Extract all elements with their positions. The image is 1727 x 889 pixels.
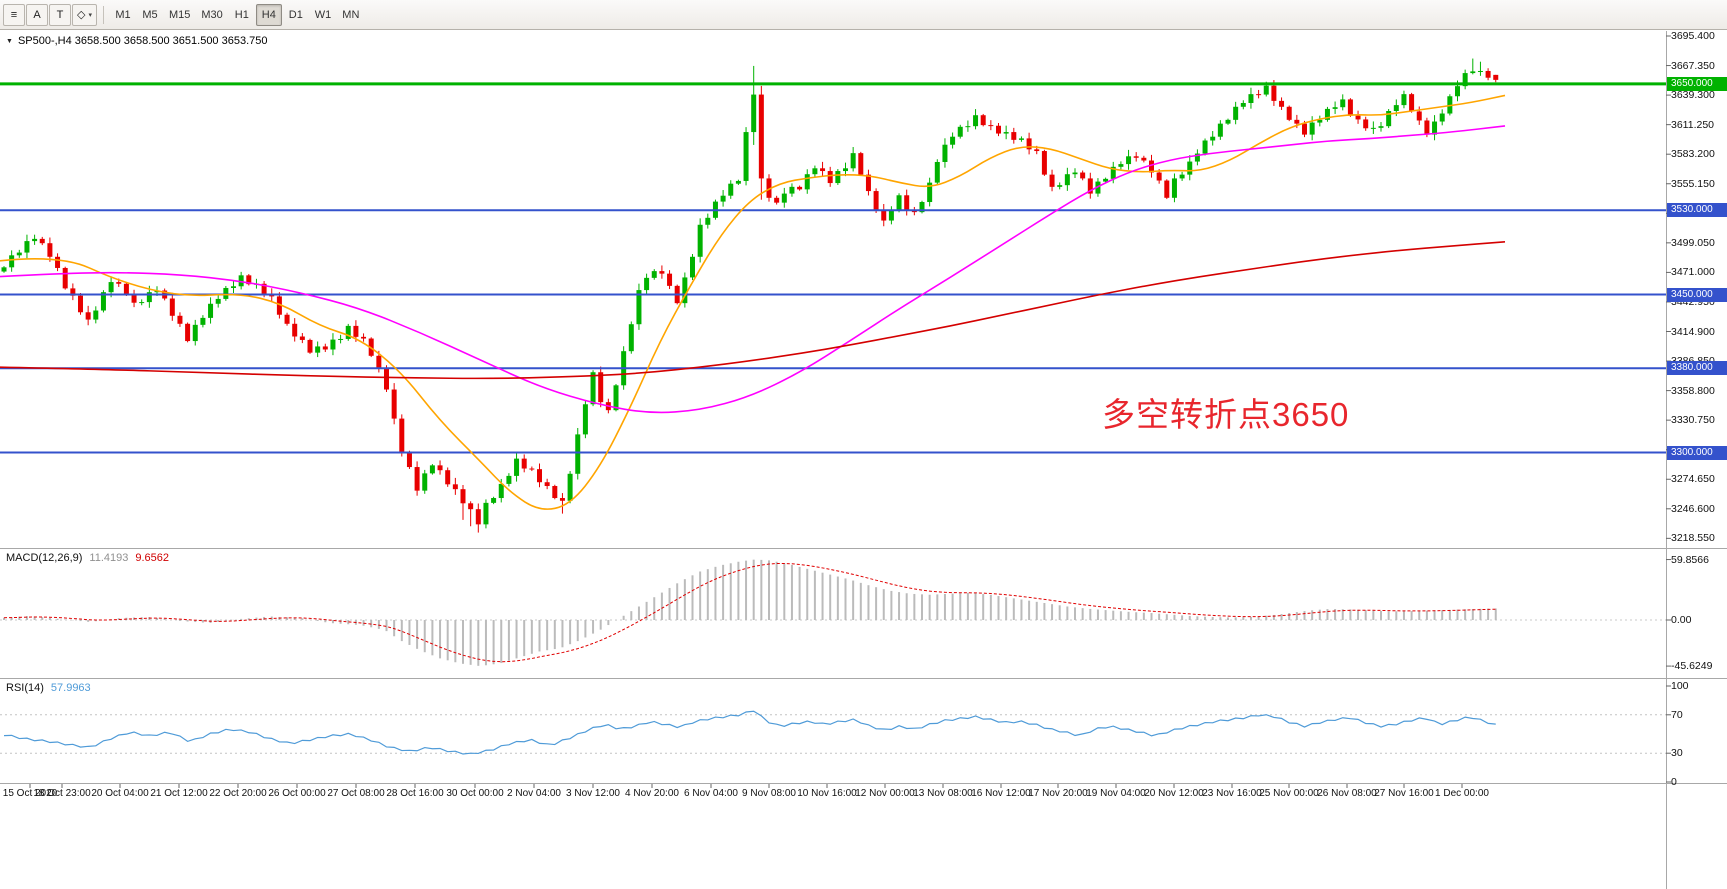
time-label: 20 Nov 12:00 bbox=[1144, 788, 1204, 799]
chart-frame bbox=[0, 31, 1727, 889]
horizontal-lines-layer[interactable] bbox=[0, 82, 1666, 454]
macd-layer bbox=[0, 559, 1666, 666]
price-tick-label: 3695.400 bbox=[1671, 30, 1715, 42]
chart-title-text: SP500-,H4 3658.500 3658.500 3651.500 365… bbox=[17, 35, 268, 47]
macd-tick-label: 0.00 bbox=[1671, 614, 1692, 626]
time-label: 30 Oct 00:00 bbox=[446, 788, 504, 799]
time-label: 2 Nov 04:00 bbox=[507, 788, 561, 799]
ma-medium bbox=[0, 125, 1506, 414]
macd-tick-label: 59.8566 bbox=[1671, 553, 1709, 566]
time-label: 1 Dec 00:00 bbox=[1435, 788, 1489, 799]
price-line-badge: 3650.000 bbox=[1667, 76, 1727, 91]
annotation-text[interactable]: 多空转折点3650 bbox=[1102, 396, 1350, 433]
price-tick-label: 3471.000 bbox=[1671, 266, 1715, 279]
time-label: 6 Nov 04:00 bbox=[684, 788, 738, 799]
objects-list-button[interactable]: ≡ bbox=[3, 3, 25, 26]
time-label: 16 Nov 12:00 bbox=[971, 788, 1031, 799]
timeframe-button-m30[interactable]: M30 bbox=[196, 4, 227, 26]
timeframe-button-d1[interactable]: D1 bbox=[283, 4, 309, 26]
time-label: 25 Nov 00:00 bbox=[1259, 788, 1319, 799]
price-line-badge: 3300.000 bbox=[1667, 445, 1727, 460]
time-label: 20 Oct 04:00 bbox=[91, 788, 149, 799]
rsi-name: RSI(14) bbox=[6, 682, 44, 694]
text-label-icon: A bbox=[33, 8, 41, 21]
rsi-value: 57.9963 bbox=[50, 682, 91, 694]
macd-indicator-label: MACD(12,26,9) 11.4193 9.6562 bbox=[6, 552, 169, 564]
time-label: 26 Nov 08:00 bbox=[1317, 788, 1377, 799]
price-tick-label: 3414.900 bbox=[1671, 325, 1715, 338]
price-tick-label: 3330.750 bbox=[1671, 414, 1715, 427]
chart-title: ▼ SP500-,H4 3658.500 3658.500 3651.500 3… bbox=[6, 35, 268, 47]
price-line-badge: 3530.000 bbox=[1667, 203, 1727, 218]
timeframe-button-m1[interactable]: M1 bbox=[110, 4, 136, 26]
candles-layer bbox=[1, 58, 1499, 533]
time-label: 13 Nov 08:00 bbox=[913, 788, 973, 799]
macd-name: MACD(12,26,9) bbox=[6, 552, 83, 564]
timeframe-button-w1[interactable]: W1 bbox=[310, 4, 337, 26]
moving-averages-layer bbox=[0, 94, 1506, 510]
timeframe-group: M1 M5 M15 M30 H1 H4 D1 W1 MN bbox=[110, 3, 364, 26]
price-tick-label: 3611.250 bbox=[1671, 118, 1715, 131]
price-tick-label: 3246.600 bbox=[1671, 502, 1715, 515]
text-label-button[interactable]: A bbox=[26, 3, 48, 26]
macd-signal-value: 9.6562 bbox=[135, 552, 170, 564]
price-line-badge: 3450.000 bbox=[1667, 287, 1727, 302]
time-label: 27 Oct 08:00 bbox=[327, 788, 385, 799]
chevron-down-icon: ▾ bbox=[88, 11, 92, 19]
objects-list-icon: ≡ bbox=[10, 8, 18, 21]
timeframe-button-mn[interactable]: MN bbox=[337, 4, 364, 26]
shapes-icon: ◇ bbox=[77, 9, 86, 21]
timeframe-button-h1[interactable]: H1 bbox=[229, 4, 255, 26]
time-label: 10 Nov 16:00 bbox=[797, 788, 857, 799]
time-label: 28 Oct 16:00 bbox=[386, 788, 444, 799]
time-label: 19 Nov 04:00 bbox=[1086, 788, 1146, 799]
price-tick-label: 3218.550 bbox=[1671, 532, 1715, 545]
chart-collapse-icon: ▼ bbox=[6, 37, 13, 45]
time-label: 18 Oct 23:00 bbox=[33, 788, 91, 799]
time-label: 22 Oct 20:00 bbox=[209, 788, 267, 799]
price-tick-label: 3499.050 bbox=[1671, 236, 1715, 249]
time-label: 3 Nov 12:00 bbox=[566, 788, 620, 799]
text-frame-icon: T bbox=[56, 8, 64, 21]
time-label: 21 Oct 12:00 bbox=[150, 788, 208, 799]
price-scale[interactable]: 3695.400 3667.350 3639.300 3611.250 3583.200… bbox=[1667, 30, 1727, 788]
timeframe-button-m15[interactable]: M15 bbox=[164, 4, 195, 26]
rsi-tick-label: 30 bbox=[1671, 747, 1683, 760]
toolbar-separator bbox=[102, 5, 104, 24]
price-tick-label: 3583.200 bbox=[1671, 148, 1715, 161]
price-tick-label: 3358.800 bbox=[1671, 384, 1715, 397]
time-label: 17 Nov 20:00 bbox=[1028, 788, 1088, 799]
shapes-button[interactable]: ◇ ▾ bbox=[72, 3, 97, 26]
rsi-indicator-label: RSI(14) 57.9963 bbox=[6, 682, 91, 694]
rsi-tick-label: 0 bbox=[1671, 776, 1677, 788]
time-scale[interactable]: 15 Oct 2020 18 Oct 23:00 20 Oct 04:00 21 Oc… bbox=[0, 784, 1666, 806]
time-label: 27 Nov 16:00 bbox=[1374, 788, 1434, 799]
rsi-tick-label: 70 bbox=[1671, 708, 1683, 721]
rsi-tick-label: 100 bbox=[1671, 680, 1689, 692]
ma-slow bbox=[0, 241, 1506, 380]
price-tick-label: 3555.150 bbox=[1671, 177, 1715, 190]
macd-tick-label: -45.6249 bbox=[1671, 660, 1713, 673]
timeframe-button-h4[interactable]: H4 bbox=[255, 3, 282, 26]
price-line-badge: 3380.000 bbox=[1667, 361, 1727, 376]
time-label: 4 Nov 20:00 bbox=[625, 788, 679, 799]
time-label: 12 Nov 00:00 bbox=[855, 788, 915, 799]
macd-main-value: 11.4193 bbox=[89, 552, 129, 564]
time-label: 9 Nov 08:00 bbox=[742, 788, 796, 799]
text-frame-button[interactable]: T bbox=[49, 3, 71, 26]
rsi-layer bbox=[0, 710, 1666, 755]
price-tick-label: 3639.300 bbox=[1671, 89, 1715, 102]
time-label: 26 Oct 00:00 bbox=[268, 788, 326, 799]
price-tick-label: 3667.350 bbox=[1671, 59, 1715, 72]
toolbar: ≡ A T ◇ ▾ M1 M5 M15 M30 H1 H4 D1 W1 MN bbox=[0, 0, 1727, 30]
ma-fast bbox=[0, 94, 1506, 510]
price-tick-label: 3274.650 bbox=[1671, 473, 1715, 486]
timeframe-button-m5[interactable]: M5 bbox=[137, 4, 163, 26]
time-label: 15 Oct 2020 bbox=[2, 788, 58, 799]
time-label: 23 Nov 16:00 bbox=[1202, 788, 1262, 799]
